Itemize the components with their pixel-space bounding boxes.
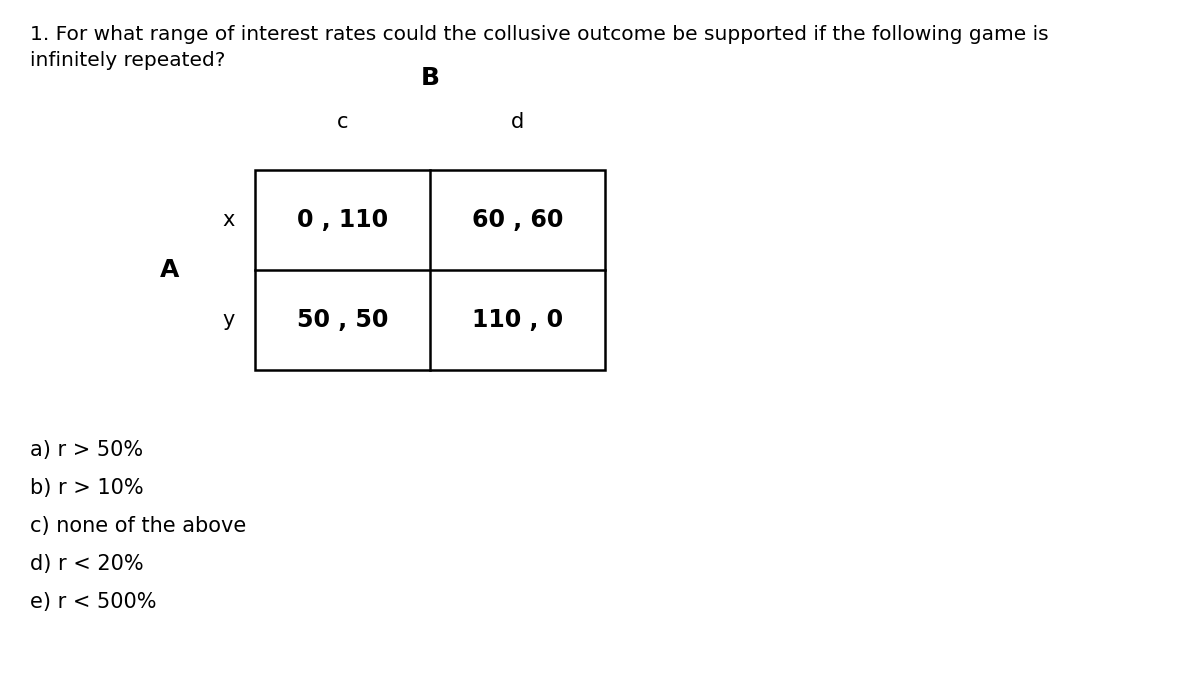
Text: A: A [160, 258, 179, 282]
Text: y: y [223, 310, 235, 330]
Text: c: c [337, 112, 348, 132]
Text: c) none of the above: c) none of the above [30, 516, 246, 536]
Text: e) r < 500%: e) r < 500% [30, 592, 156, 612]
Text: d: d [511, 112, 524, 132]
Text: 50 , 50: 50 , 50 [296, 308, 388, 332]
Text: 1. For what range of interest rates could the collusive outcome be supported if : 1. For what range of interest rates coul… [30, 25, 1049, 70]
Bar [256, 170, 605, 370]
Text: 110 , 0: 110 , 0 [472, 308, 563, 332]
Text: x: x [223, 210, 235, 230]
Text: B: B [420, 66, 439, 90]
Text: 0 , 110: 0 , 110 [296, 208, 388, 232]
Text: 60 , 60: 60 , 60 [472, 208, 563, 232]
Text: a) r > 50%: a) r > 50% [30, 440, 143, 460]
Text: b) r > 10%: b) r > 10% [30, 478, 144, 498]
Text: d) r < 20%: d) r < 20% [30, 554, 144, 574]
